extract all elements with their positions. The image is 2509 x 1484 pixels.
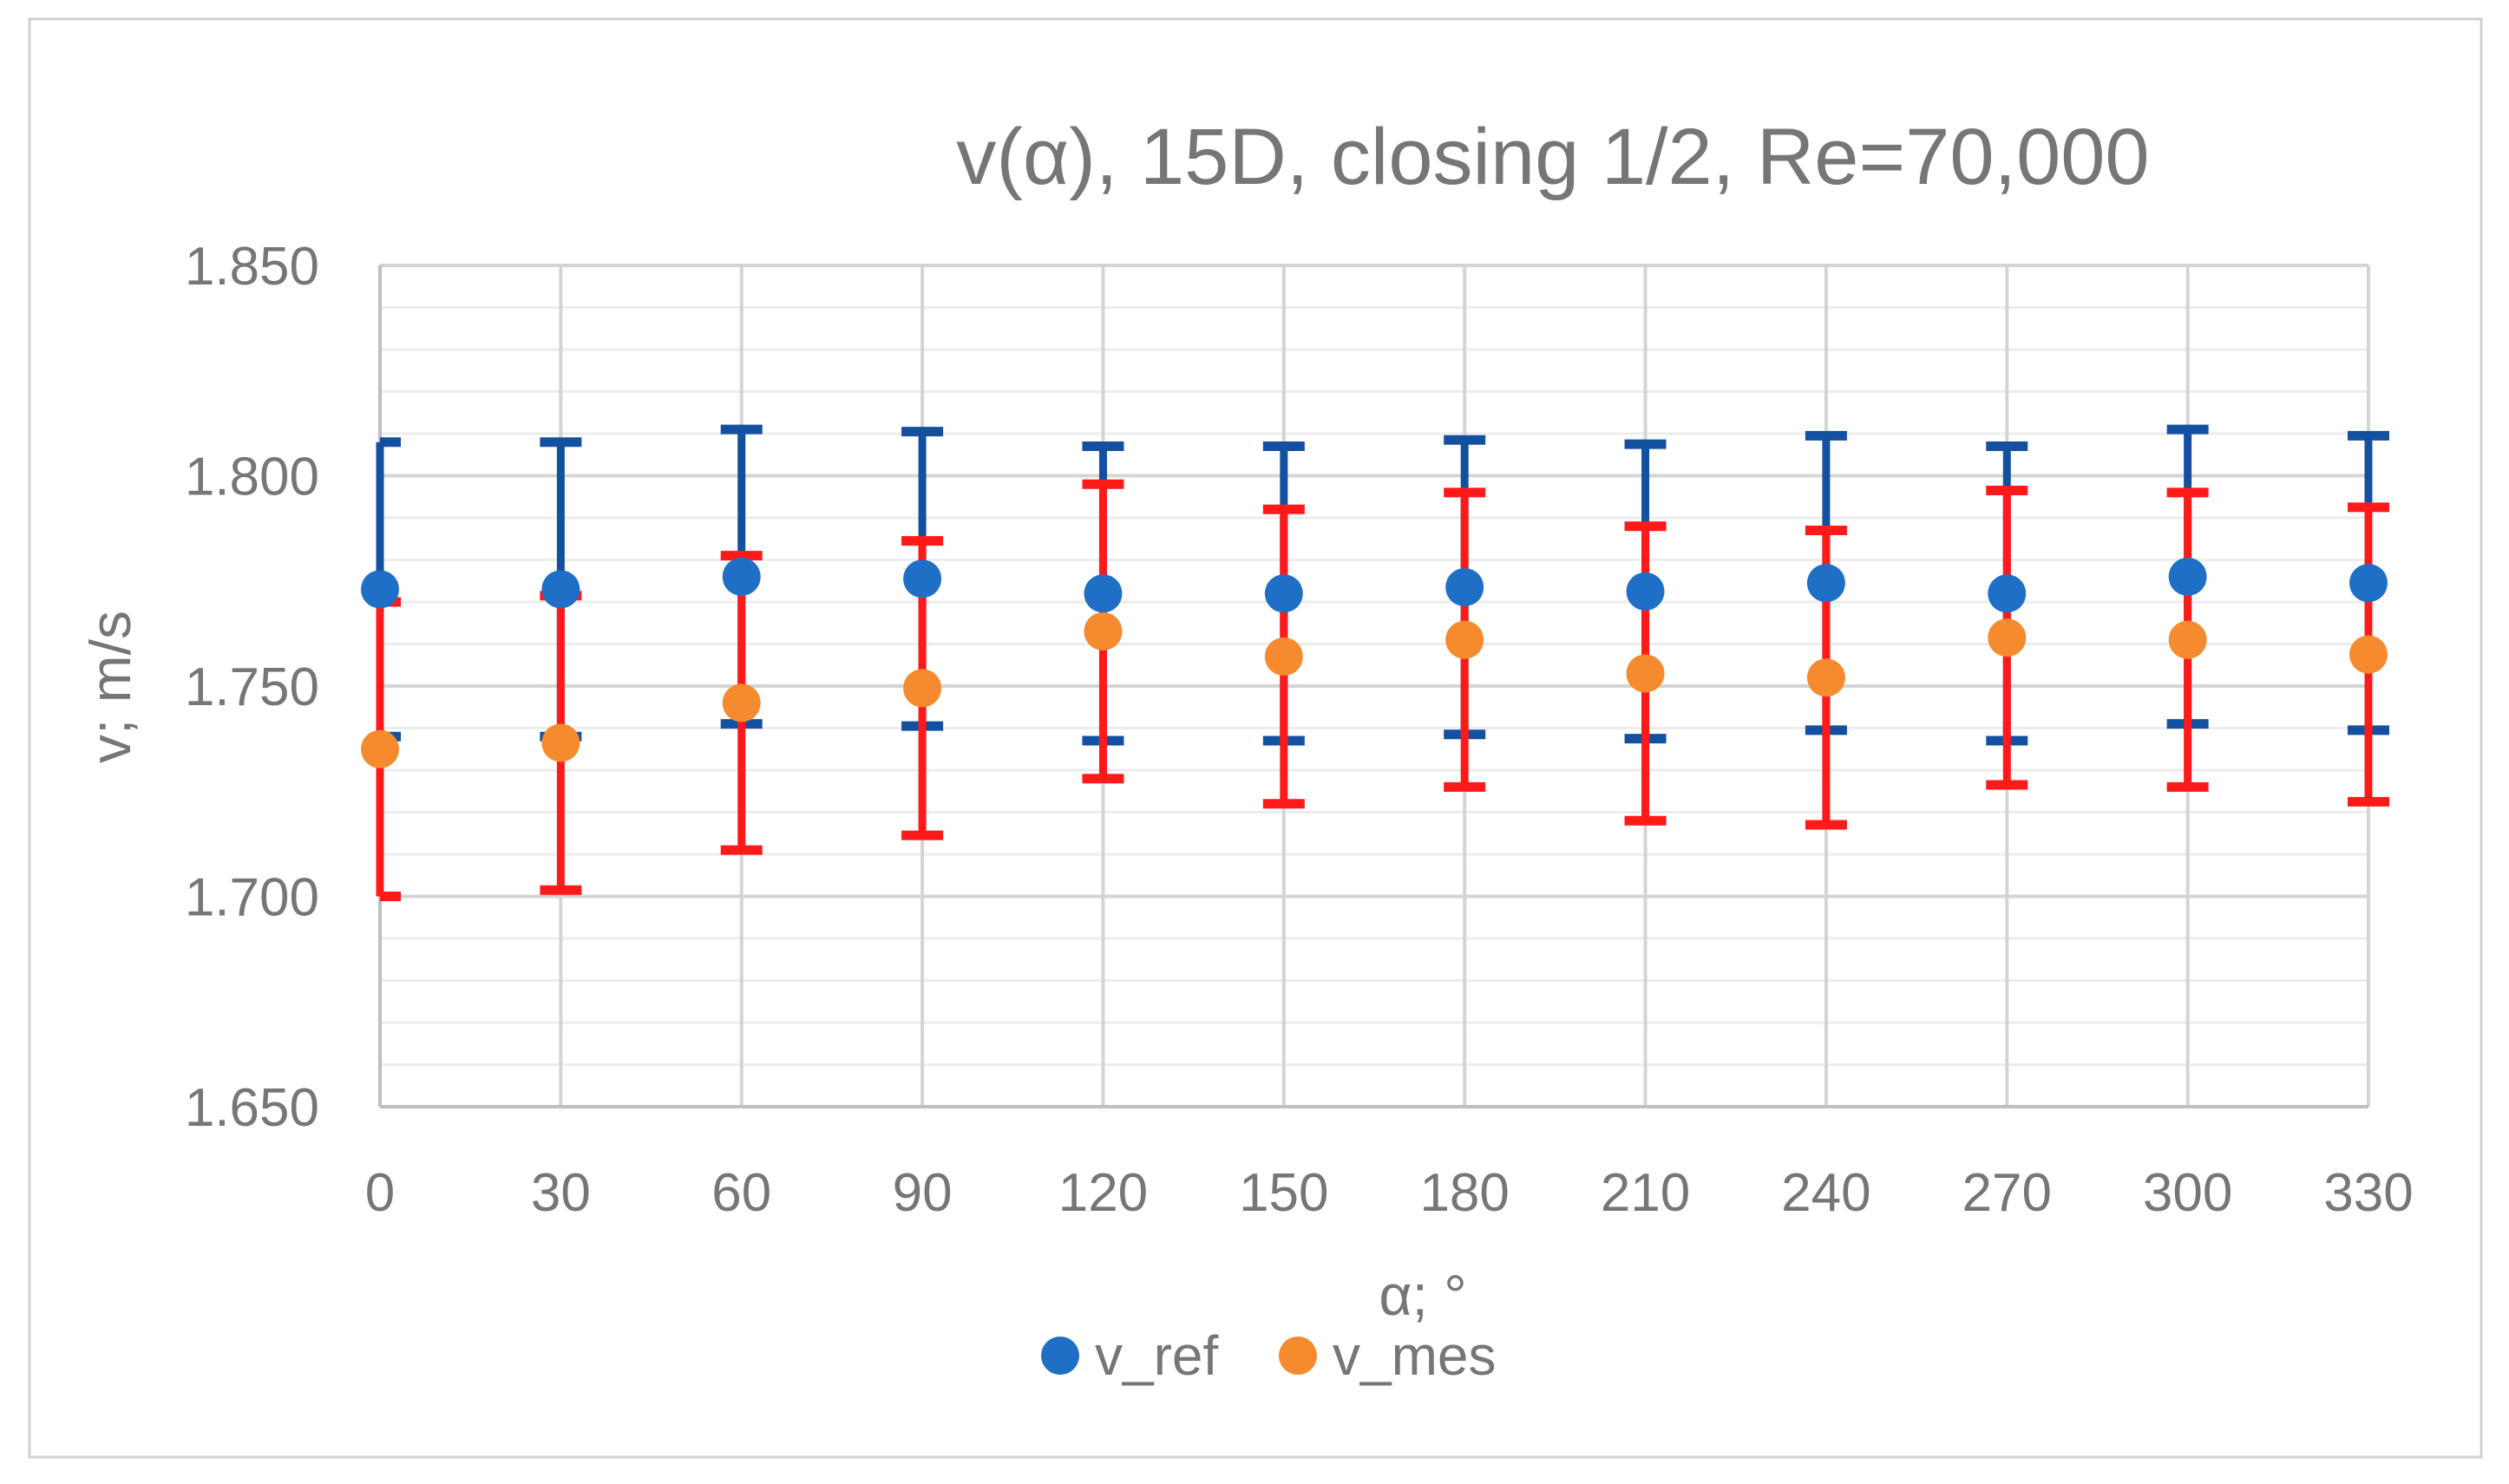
x-tick-labels: 0 30 60 90 120 150 180 210 240 270 300 330: [365, 1163, 2414, 1223]
data-point-v_ref: [1626, 572, 1665, 611]
data-point-v_ref: [1988, 574, 2027, 613]
y-tick-label: 1.750: [185, 657, 319, 717]
data-point-v_mes: [541, 723, 580, 762]
data-point-v_mes: [1626, 654, 1665, 693]
data-point-v_ref: [2349, 564, 2388, 603]
data-point-v_ref: [1445, 568, 1484, 607]
x-tick-label: 180: [1419, 1163, 1509, 1223]
data-point-v_ref: [1806, 564, 1845, 603]
data-point-v_ref: [541, 570, 580, 609]
y-tick-label: 1.650: [185, 1078, 319, 1138]
data-point-v_mes: [361, 729, 399, 768]
grid-minor: [380, 306, 2368, 1066]
data-point-v_ref: [1264, 574, 1303, 613]
legend-marker-v-mes: [1279, 1337, 1317, 1375]
x-tick-label: 90: [893, 1163, 953, 1223]
legend-marker-v-ref: [1041, 1337, 1079, 1375]
y-tick-label: 1.700: [185, 868, 319, 928]
y-tick-labels: 1.650 1.700 1.750 1.800 1.850: [185, 237, 319, 1138]
data-point-v_ref: [903, 559, 942, 598]
x-tick-label: 30: [531, 1163, 591, 1223]
data-point-v_mes: [1806, 658, 1845, 697]
data-point-v_mes: [2349, 635, 2388, 674]
y-tick-label: 1.850: [185, 237, 319, 297]
grid-major: [380, 264, 2368, 899]
x-tick-label: 0: [365, 1163, 395, 1223]
data-point-v_ref: [361, 570, 399, 609]
x-tick-label: 150: [1239, 1163, 1328, 1223]
data-point-v_ref: [2168, 557, 2207, 596]
x-tick-label: 120: [1058, 1163, 1148, 1223]
y-tick-label: 1.800: [185, 448, 319, 507]
x-tick-label: 270: [1962, 1163, 2052, 1223]
chart-frame: [28, 17, 2483, 1459]
x-axis-label: α; °: [1379, 1263, 1466, 1327]
legend: v_ref v_mes: [1041, 1324, 1497, 1387]
data-point-v_mes: [1084, 611, 1123, 650]
data-point-v_mes: [1264, 637, 1303, 677]
y-axis-label: v; m/s: [78, 611, 142, 763]
markers: [361, 557, 2388, 768]
data-point-v_mes: [903, 669, 942, 708]
chart-title: v(α), 15D, closing 1/2, Re=70,000: [956, 113, 2149, 201]
x-tick-label: 330: [2323, 1163, 2413, 1223]
data-point-v_mes: [722, 683, 761, 722]
x-tick-label: 300: [2143, 1163, 2232, 1223]
x-tick-label: 60: [711, 1163, 771, 1223]
data-point-v_ref: [722, 557, 761, 596]
legend-label-v-ref: v_ref: [1095, 1324, 1219, 1387]
data-point-v_mes: [1988, 618, 2027, 657]
data-point-v_mes: [1445, 620, 1484, 659]
x-tick-label: 210: [1601, 1163, 1690, 1223]
x-tick-label: 240: [1781, 1163, 1870, 1223]
data-point-v_ref: [1084, 574, 1123, 613]
legend-label-v-mes: v_mes: [1333, 1324, 1497, 1387]
data-point-v_mes: [2168, 620, 2207, 659]
